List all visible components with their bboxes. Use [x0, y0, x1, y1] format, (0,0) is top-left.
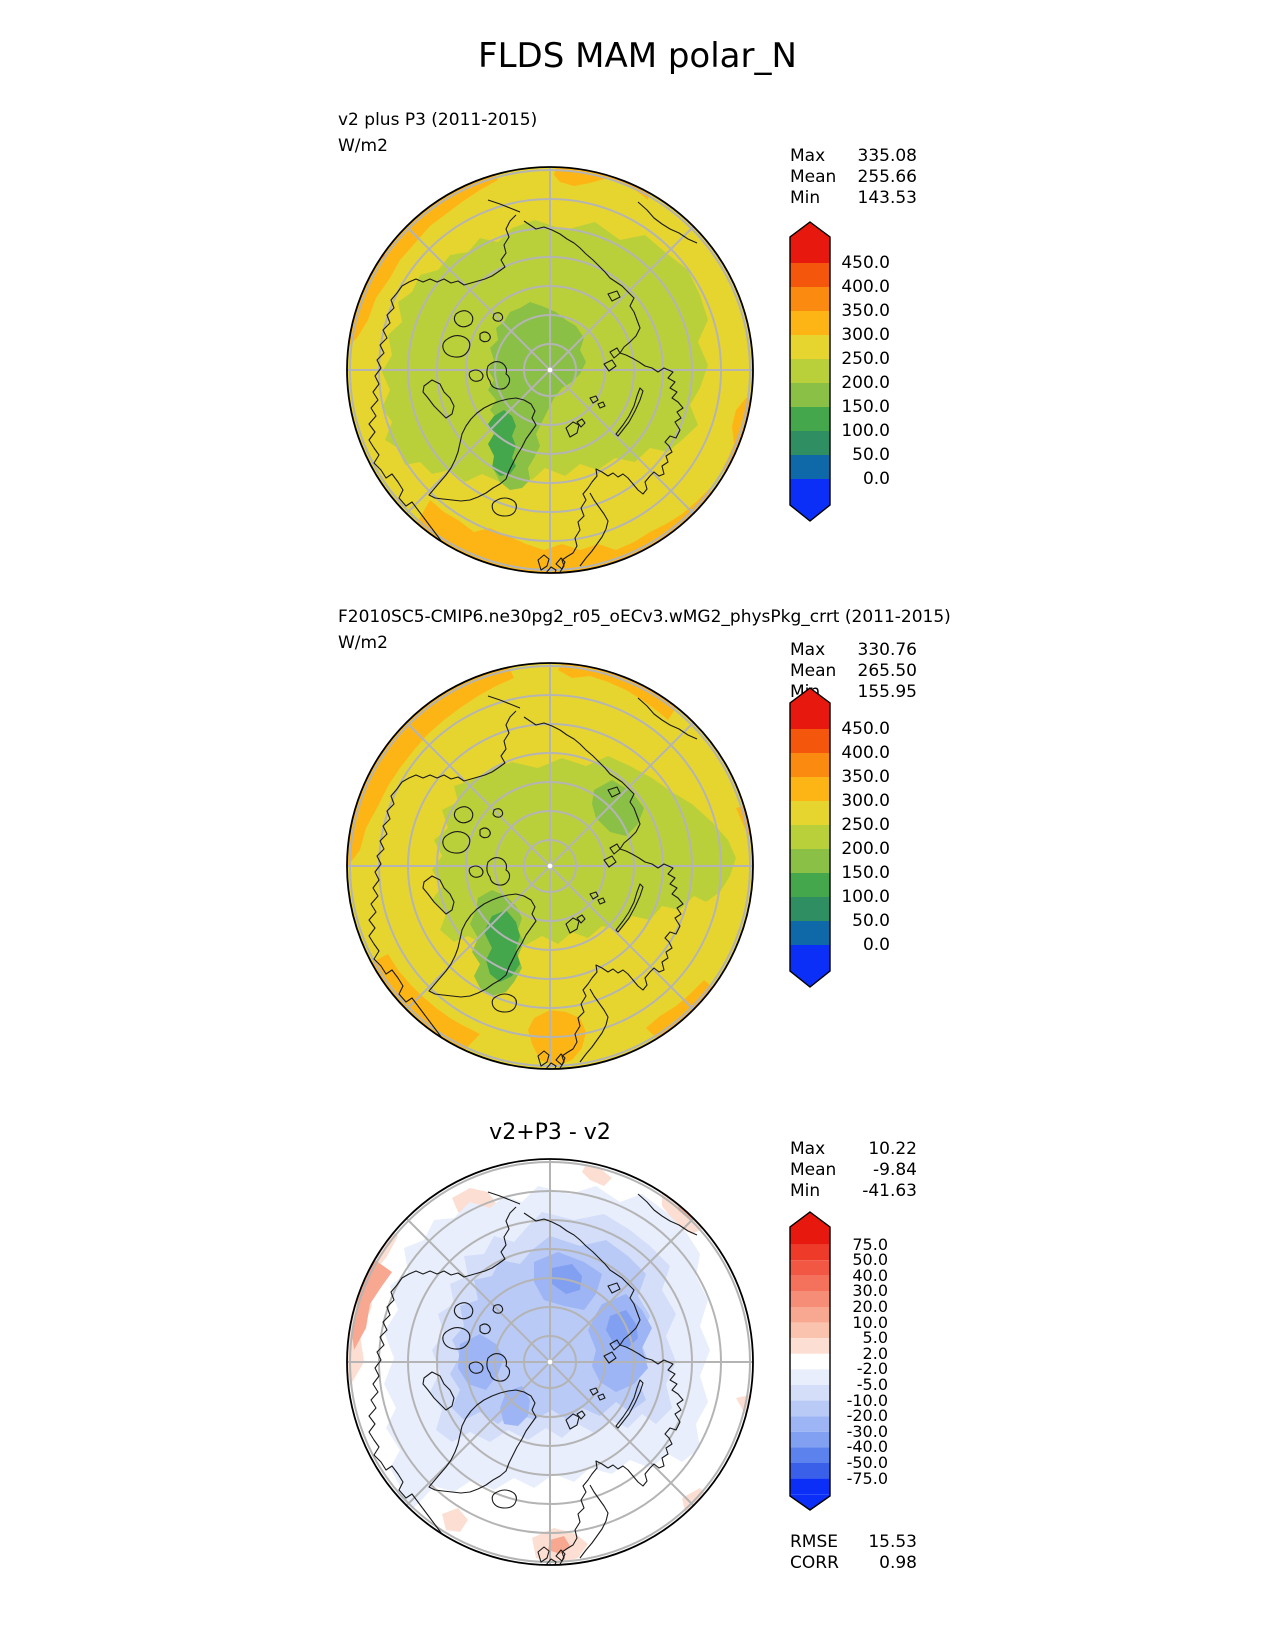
colorbar-panel3: [789, 1211, 831, 1511]
stat-label: Min: [790, 188, 821, 208]
stat-row-mean: Mean 255.66: [790, 167, 917, 187]
colorbar-tick-label: 250.0: [841, 349, 890, 369]
figure-title: FLDS MAM polar_N: [478, 36, 797, 76]
colorbar-tick-label: 10.0: [852, 1313, 888, 1332]
metric-value: 0.98: [879, 1553, 917, 1573]
stat-value: 255.66: [857, 167, 917, 187]
colorbar-panel2: [789, 687, 831, 988]
stat-label: Mean: [790, 1160, 837, 1180]
colorbar-tick-label: 350.0: [841, 301, 890, 321]
colorbar-panel1: [789, 221, 831, 522]
stat-label: Max: [790, 1139, 826, 1159]
colorbar-tick-label: 350.0: [841, 767, 890, 787]
stat-row-max: Max 10.22: [790, 1139, 917, 1159]
pole-dot: [547, 1359, 553, 1365]
colorbar-outline: [789, 687, 831, 988]
colorbar-tick-label: 450.0: [841, 719, 890, 739]
map-panel2: [346, 662, 754, 1070]
colorbar-tick-label: 50.0: [852, 445, 890, 465]
pole-dot: [547, 367, 553, 373]
colorbar-tick-label: 2.0: [862, 1344, 888, 1363]
colorbar-tick-label: 300.0: [841, 791, 890, 811]
colorbar-tick-label: 20.0: [852, 1297, 888, 1316]
colorbar-tick-label: 200.0: [841, 839, 890, 859]
map3-blue-level4: [458, 1252, 652, 1426]
panel2-units: W/m2: [338, 633, 388, 653]
stat-row-min: Min 143.53: [790, 188, 917, 208]
stat-row-max: Max 335.08: [790, 146, 917, 166]
colorbar-tick-label: 450.0: [841, 253, 890, 273]
colorbar-tick-label: 250.0: [841, 815, 890, 835]
metric-label: RMSE: [790, 1532, 839, 1552]
stat-value: -9.84: [873, 1160, 917, 1180]
stat-label: Mean: [790, 167, 837, 187]
pole-dot: [547, 863, 553, 869]
map-border: [346, 1158, 754, 1566]
colorbar-tick-label: -20.0: [846, 1406, 888, 1425]
map-border: [346, 662, 754, 1070]
stat-value: 330.76: [857, 640, 917, 660]
colorbar-tick-label: -40.0: [846, 1437, 888, 1456]
panel1-units: W/m2: [338, 136, 388, 156]
colorbar-tick-label: 400.0: [841, 277, 890, 297]
map1-dark-green-spot: [488, 410, 516, 476]
colorbar-outline: [789, 221, 831, 522]
colorbar-segments: [790, 1212, 830, 1510]
stat-value: 10.22: [868, 1139, 917, 1159]
colorbar-tick-label: 30.0: [852, 1281, 888, 1300]
colorbar-tick-label: 5.0: [862, 1328, 888, 1347]
stat-row-mean: Mean -9.84: [790, 1160, 917, 1180]
panel3-title: v2+P3 - v2: [489, 1120, 611, 1145]
metric-row-corr: CORR 0.98: [790, 1553, 917, 1573]
colorbar-tick-label: -10.0: [846, 1391, 888, 1410]
stat-value: 265.50: [857, 661, 917, 681]
colorbar-tick-label: 300.0: [841, 325, 890, 345]
colorbar-tick-label: -5.0: [856, 1375, 888, 1394]
colorbar-tick-label: 150.0: [841, 397, 890, 417]
stat-row-mean: Mean 265.50: [790, 661, 917, 681]
colorbar-tick-label: -50.0: [846, 1453, 888, 1472]
stat-label: Mean: [790, 661, 837, 681]
stat-label: Min: [790, 1181, 821, 1201]
panel2-subtitle: F2010SC5-CMIP6.ne30pg2_r05_oECv3.wMG2_ph…: [338, 607, 951, 627]
colorbar-tick-label: 100.0: [841, 887, 890, 907]
stat-value: 155.95: [857, 682, 917, 702]
colorbar-tick-label: 50.0: [852, 911, 890, 931]
colorbar-outline: [789, 1211, 831, 1511]
stat-row-min: Min -41.63: [790, 1181, 917, 1201]
metric-value: 15.53: [868, 1532, 917, 1552]
metric-label: CORR: [790, 1553, 839, 1573]
colorbar-tick-label: 0.0: [862, 935, 890, 955]
stat-row-max: Max 330.76: [790, 640, 917, 660]
map-panel1: [346, 166, 754, 574]
colorbar-segments: [790, 688, 830, 987]
map-border: [346, 166, 754, 574]
colorbar-tick-label: -2.0: [856, 1359, 888, 1378]
colorbar-tick-label: 400.0: [841, 743, 890, 763]
stat-label: Max: [790, 146, 826, 166]
stat-label: Max: [790, 640, 826, 660]
colorbar-tick-label: 200.0: [841, 373, 890, 393]
metric-row-rmse: RMSE 15.53: [790, 1532, 917, 1552]
panel1-subtitle: v2 plus P3 (2011-2015): [338, 110, 538, 130]
stat-value: -41.63: [862, 1181, 917, 1201]
stat-value: 335.08: [857, 146, 917, 166]
colorbar-tick-label: 75.0: [852, 1235, 888, 1254]
stat-value: 143.53: [857, 188, 917, 208]
map-panel3-difference: [346, 1158, 754, 1566]
colorbar-tick-label: 40.0: [852, 1266, 888, 1285]
colorbar-segments: [790, 222, 830, 521]
map3-blue-level5: [552, 1264, 638, 1348]
colorbar-tick-label: -30.0: [846, 1422, 888, 1441]
colorbar-tick-label: 0.0: [862, 469, 890, 489]
colorbar-tick-label: 50.0: [852, 1250, 888, 1269]
colorbar-tick-label: 150.0: [841, 863, 890, 883]
colorbar-tick-label: -75.0: [846, 1469, 888, 1488]
colorbar-tick-label: 100.0: [841, 421, 890, 441]
